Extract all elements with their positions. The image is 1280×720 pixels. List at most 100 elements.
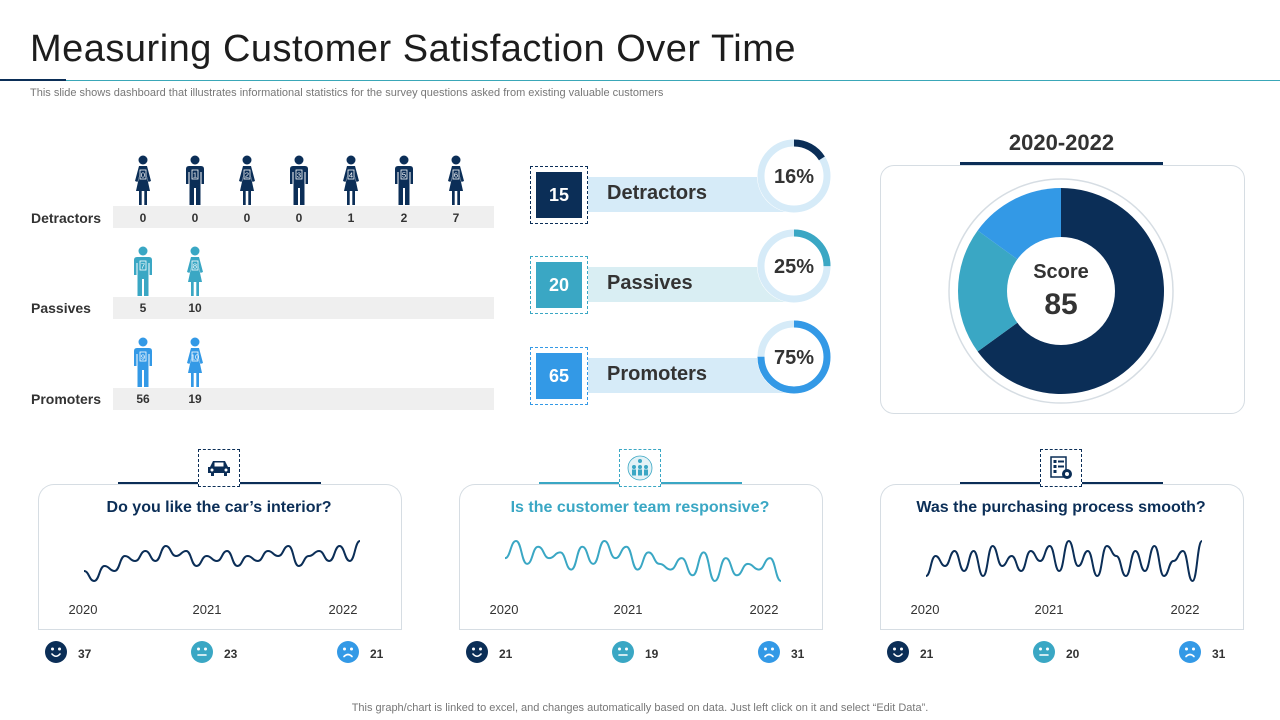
- svg-text:6: 6: [454, 171, 458, 180]
- rating-count: 0: [243, 211, 251, 225]
- neutral-face-icon: [1033, 641, 1055, 668]
- nps-ring-progress: [757, 320, 831, 394]
- question-card-baseline: [459, 629, 823, 630]
- year-tick-label: 2020: [68, 602, 98, 617]
- passives-band: [113, 297, 494, 319]
- happy-count: 21: [920, 647, 934, 661]
- sad-count: 21: [370, 647, 384, 661]
- nps-percent-ring: 75%: [757, 320, 831, 394]
- year-tick-label: 2021: [192, 602, 222, 617]
- male-person-icon: 5: [391, 155, 417, 212]
- car-icon: [198, 449, 240, 487]
- rating-count: 0: [191, 211, 199, 225]
- score-value: 85: [1044, 288, 1077, 321]
- row-label-detractors: Detractors: [31, 210, 102, 226]
- happy-face-icon: [887, 641, 909, 668]
- rating-count: 5: [139, 301, 147, 315]
- row-label-passives: Passives: [31, 300, 91, 316]
- happy-count: 21: [499, 647, 513, 661]
- nps-label: Promoters: [607, 363, 708, 385]
- score-label: Score: [1033, 261, 1089, 283]
- detractors-band: [113, 206, 494, 228]
- question-title: Was the purchasing process smooth?: [916, 499, 1206, 516]
- nps-count-box: 65: [530, 347, 588, 405]
- nps-bar-passives: [588, 267, 788, 302]
- year-tick-label: 2022: [749, 602, 779, 617]
- trend-line-chart: [504, 539, 782, 583]
- year-tick-label: 2020: [910, 602, 940, 617]
- score-donut-chart: Score 85: [948, 178, 1174, 404]
- score-period-rule: [960, 162, 1163, 166]
- nps-percent: 16%: [774, 166, 814, 188]
- year-tick-label: 2020: [489, 602, 519, 617]
- trend-line-chart: [925, 539, 1203, 583]
- year-tick-label: 2022: [1170, 602, 1200, 617]
- nps-percent-ring: 16%: [757, 139, 831, 213]
- question-card-baseline: [880, 629, 1244, 630]
- nps-count-box: 15: [530, 166, 588, 224]
- neutral-count: 20: [1066, 647, 1080, 661]
- rating-count: 2: [400, 211, 408, 225]
- female-person-icon: 10: [182, 337, 208, 394]
- nps-bar-promoters: [588, 358, 788, 393]
- nps-bar-detractors: [588, 177, 788, 212]
- nps-label: Detractors: [607, 182, 708, 204]
- score-card: [880, 165, 1245, 414]
- year-tick-label: 2021: [613, 602, 643, 617]
- question-title: Do you like the car’s interior?: [106, 499, 332, 516]
- trend-line-chart: [83, 540, 361, 583]
- checklist-icon: [1040, 449, 1082, 487]
- rating-count: 1: [347, 211, 355, 225]
- rating-count: 0: [139, 211, 147, 225]
- title-rule-accent: [0, 79, 66, 81]
- question-card-baseline: [38, 629, 402, 630]
- svg-text:8: 8: [193, 262, 197, 271]
- rating-count: 56: [136, 392, 150, 406]
- row-label-promoters: Promoters: [31, 391, 102, 407]
- nps-ring-progress: [757, 139, 831, 213]
- neutral-face-icon: [191, 641, 213, 668]
- male-person-icon: 9: [130, 337, 156, 394]
- nps-percent: 75%: [774, 347, 814, 369]
- nps-count: 15: [536, 172, 582, 218]
- male-person-icon: 7: [130, 246, 156, 303]
- trend-line: [83, 540, 361, 583]
- svg-text:4: 4: [349, 171, 353, 180]
- nps-ring-progress: [757, 229, 831, 303]
- happy-count: 37: [78, 647, 92, 661]
- female-person-icon: 8: [182, 246, 208, 303]
- year-tick-label: 2022: [328, 602, 358, 617]
- neutral-face-icon: [612, 641, 634, 668]
- happy-face-icon: [466, 641, 488, 668]
- nps-count: 65: [536, 353, 582, 399]
- svg-text:1: 1: [193, 171, 197, 180]
- female-person-icon: 0: [130, 155, 156, 212]
- svg-text:7: 7: [141, 262, 145, 271]
- sad-count: 31: [791, 647, 805, 661]
- page-title: Measuring Customer Satisfaction Over Tim…: [30, 28, 796, 70]
- trend-line: [504, 539, 782, 583]
- rating-count: 0: [295, 211, 303, 225]
- title-rule: [0, 80, 1280, 81]
- score-period: 2020-2022: [1008, 130, 1115, 155]
- svg-text:2: 2: [245, 171, 249, 180]
- nps-count: 20: [536, 262, 582, 308]
- year-tick-label: 2021: [1034, 602, 1064, 617]
- nps-percent-ring: 25%: [757, 229, 831, 303]
- rating-count: 10: [188, 301, 202, 315]
- question-title: Is the customer team responsive?: [510, 499, 770, 516]
- sad-face-icon: [758, 641, 780, 668]
- svg-text:5: 5: [402, 171, 406, 180]
- nps-label: Passives: [607, 272, 693, 294]
- rating-count: 19: [188, 392, 202, 406]
- happy-face-icon: [45, 641, 67, 668]
- nps-count-box: 20: [530, 256, 588, 314]
- svg-text:9: 9: [141, 353, 145, 362]
- female-person-icon: 4: [338, 155, 364, 212]
- sad-face-icon: [1179, 641, 1201, 668]
- svg-text:3: 3: [297, 171, 301, 180]
- promoters-band: [113, 388, 494, 410]
- rating-count: 7: [452, 211, 460, 225]
- svg-text:10: 10: [191, 353, 199, 362]
- team-icon: [619, 449, 661, 487]
